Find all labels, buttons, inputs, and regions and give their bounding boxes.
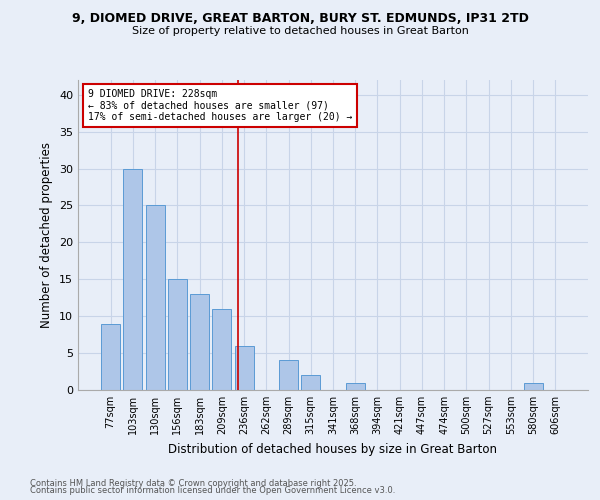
- Bar: [190, 294, 209, 390]
- Bar: [101, 324, 120, 390]
- Bar: [346, 382, 365, 390]
- Y-axis label: Number of detached properties: Number of detached properties: [40, 142, 53, 328]
- Bar: [301, 375, 320, 390]
- Bar: [235, 346, 254, 390]
- Bar: [279, 360, 298, 390]
- Text: Contains HM Land Registry data © Crown copyright and database right 2025.: Contains HM Land Registry data © Crown c…: [30, 478, 356, 488]
- Bar: [524, 382, 542, 390]
- Bar: [124, 168, 142, 390]
- Bar: [146, 206, 164, 390]
- Text: Contains public sector information licensed under the Open Government Licence v3: Contains public sector information licen…: [30, 486, 395, 495]
- Bar: [212, 309, 231, 390]
- Text: 9, DIOMED DRIVE, GREAT BARTON, BURY ST. EDMUNDS, IP31 2TD: 9, DIOMED DRIVE, GREAT BARTON, BURY ST. …: [71, 12, 529, 26]
- Bar: [168, 280, 187, 390]
- X-axis label: Distribution of detached houses by size in Great Barton: Distribution of detached houses by size …: [169, 442, 497, 456]
- Text: 9 DIOMED DRIVE: 228sqm
← 83% of detached houses are smaller (97)
17% of semi-det: 9 DIOMED DRIVE: 228sqm ← 83% of detached…: [88, 90, 353, 122]
- Text: Size of property relative to detached houses in Great Barton: Size of property relative to detached ho…: [131, 26, 469, 36]
